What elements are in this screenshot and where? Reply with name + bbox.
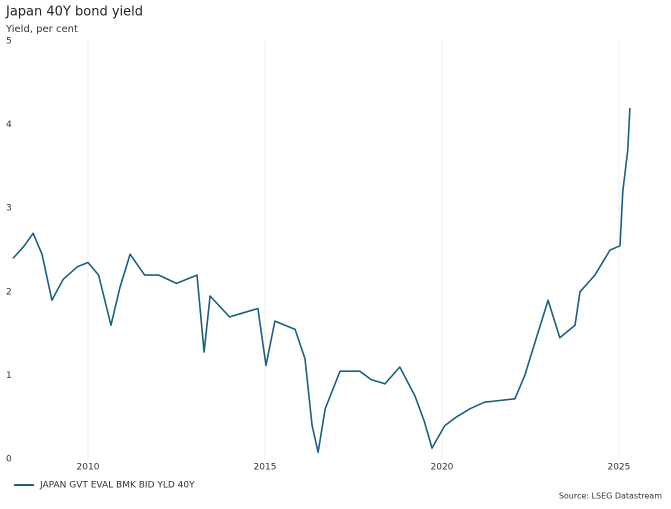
source-note: Source: LSEG Datastream (559, 492, 662, 501)
y-tick-label: 0 (6, 455, 12, 465)
legend-label: JAPAN GVT EVAL BMK BID YLD 40Y (39, 481, 195, 491)
data-line (12, 107, 631, 454)
x-tick-label: 2025 (607, 463, 630, 473)
x-tick-label: 2020 (431, 463, 454, 473)
y-tick-label: 5 (6, 37, 12, 47)
y-tick-label: 3 (6, 204, 12, 214)
x-tick-label: 2010 (77, 463, 100, 473)
chart-title: Japan 40Y bond yield (5, 5, 143, 20)
y-tick-label: 4 (6, 120, 12, 130)
x-tick-label: 2015 (254, 463, 277, 473)
chart-subtitle: Yield, per cent (5, 24, 78, 35)
y-tick-label: 1 (6, 371, 12, 381)
y-tick-label: 2 (6, 287, 12, 297)
